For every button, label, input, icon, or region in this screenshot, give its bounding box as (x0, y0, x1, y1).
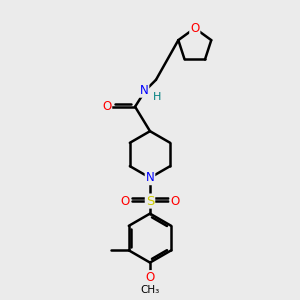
Text: N: N (146, 171, 154, 184)
Text: O: O (190, 22, 200, 35)
Text: S: S (146, 195, 154, 208)
Text: CH₃: CH₃ (140, 285, 160, 295)
Text: O: O (146, 271, 154, 284)
Text: H: H (153, 92, 161, 102)
Text: O: O (102, 100, 111, 113)
Text: O: O (120, 195, 130, 208)
Text: O: O (170, 195, 180, 208)
Text: N: N (140, 84, 148, 97)
